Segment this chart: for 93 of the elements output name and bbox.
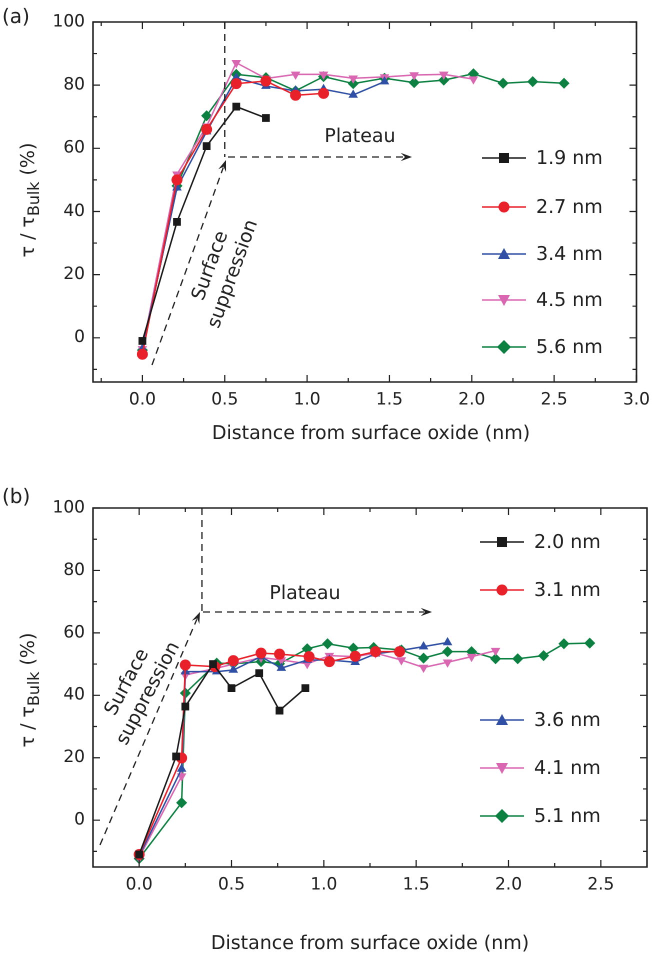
point xyxy=(396,657,406,666)
x-tick-label: 0.5 xyxy=(218,874,246,895)
x-tick-label: 2.0 xyxy=(458,390,486,410)
point xyxy=(418,641,428,650)
legend-label: 1.9 nm xyxy=(536,147,603,169)
y-tick-label: 100 xyxy=(52,497,85,518)
point xyxy=(260,76,272,87)
y-tick-label: 100 xyxy=(52,11,85,32)
y-tick-label: 0 xyxy=(74,810,85,830)
x-tick-label: 2.0 xyxy=(494,874,522,895)
x-tick-label: 0.5 xyxy=(211,390,238,410)
point xyxy=(558,78,570,89)
point xyxy=(172,752,180,760)
point xyxy=(584,638,596,649)
annotation: Plateau xyxy=(269,582,341,604)
chart-title: (b) xyxy=(2,484,30,508)
point xyxy=(202,142,211,150)
point xyxy=(232,102,240,111)
point xyxy=(232,60,242,68)
y-tick-label: 80 xyxy=(63,560,85,580)
annotation: Plateau xyxy=(324,124,396,147)
y-tick-label: 40 xyxy=(63,684,85,705)
point xyxy=(173,218,181,226)
legend-label: 5.6 nm xyxy=(536,336,603,358)
point xyxy=(138,337,146,345)
point xyxy=(176,797,188,808)
point xyxy=(262,114,270,122)
x-tick-label: 2.5 xyxy=(587,874,614,895)
point xyxy=(350,650,361,662)
point xyxy=(171,174,182,186)
point xyxy=(466,654,476,662)
point xyxy=(301,684,310,692)
point xyxy=(228,684,236,692)
point xyxy=(324,656,335,668)
x-tick-label: 0.0 xyxy=(126,874,153,895)
point xyxy=(290,72,300,80)
x-axis-title: Distance from surface oxide (nm) xyxy=(210,932,530,954)
point xyxy=(201,110,212,122)
point xyxy=(274,648,286,660)
point xyxy=(418,652,430,664)
point xyxy=(468,76,478,85)
point xyxy=(318,88,330,99)
y-tick-label: 60 xyxy=(63,622,85,642)
point xyxy=(290,90,302,101)
x-tick-label: 1.0 xyxy=(294,390,321,410)
point xyxy=(348,75,358,84)
x-tick-label: 3.0 xyxy=(622,390,650,410)
legend-label: 2.7 nm xyxy=(536,196,603,218)
legend-label: 4.5 nm xyxy=(536,289,603,311)
x-tick-label: 1.0 xyxy=(310,874,338,895)
point xyxy=(322,638,334,650)
point xyxy=(136,348,148,360)
point xyxy=(180,660,191,671)
point xyxy=(442,646,454,658)
x-tick-label: 1.5 xyxy=(402,874,430,895)
point xyxy=(418,664,428,674)
point xyxy=(318,72,328,80)
point xyxy=(442,637,452,646)
point xyxy=(408,77,420,88)
point xyxy=(230,78,242,90)
x-tick-label: 2.5 xyxy=(540,390,568,410)
point xyxy=(558,638,570,650)
point xyxy=(276,706,284,714)
y-tick-label: 60 xyxy=(63,138,85,158)
point xyxy=(256,648,267,659)
point xyxy=(442,659,452,668)
point xyxy=(512,653,524,664)
y-tick-label: 20 xyxy=(63,264,85,284)
legend-label: 4.1 nm xyxy=(534,757,601,779)
legend-label: 3.6 nm xyxy=(534,709,601,731)
point xyxy=(201,124,212,135)
y-tick-label: 0 xyxy=(74,327,85,348)
point xyxy=(181,702,190,710)
point xyxy=(498,78,509,89)
point xyxy=(304,651,315,662)
legend-label: 5.1 nm xyxy=(534,805,601,827)
x-tick-label: 0.0 xyxy=(128,390,156,410)
y-tick-label: 20 xyxy=(63,747,85,768)
point xyxy=(527,76,538,88)
point xyxy=(255,669,264,678)
y-tick-label: 40 xyxy=(63,200,85,221)
point xyxy=(490,648,500,656)
point xyxy=(538,650,550,662)
x-tick-label: 1.5 xyxy=(376,390,403,410)
point xyxy=(439,72,449,80)
legend-label: 3.1 nm xyxy=(534,579,601,601)
point xyxy=(490,653,502,664)
legend-label: 3.4 nm xyxy=(536,243,603,265)
legend-label: 2.0 nm xyxy=(534,531,601,553)
x-axis-title: Distance from surface oxide (nm) xyxy=(212,422,530,444)
chart-title: (a) xyxy=(2,4,30,28)
y-tick-label: 80 xyxy=(63,74,85,95)
point xyxy=(409,72,419,81)
